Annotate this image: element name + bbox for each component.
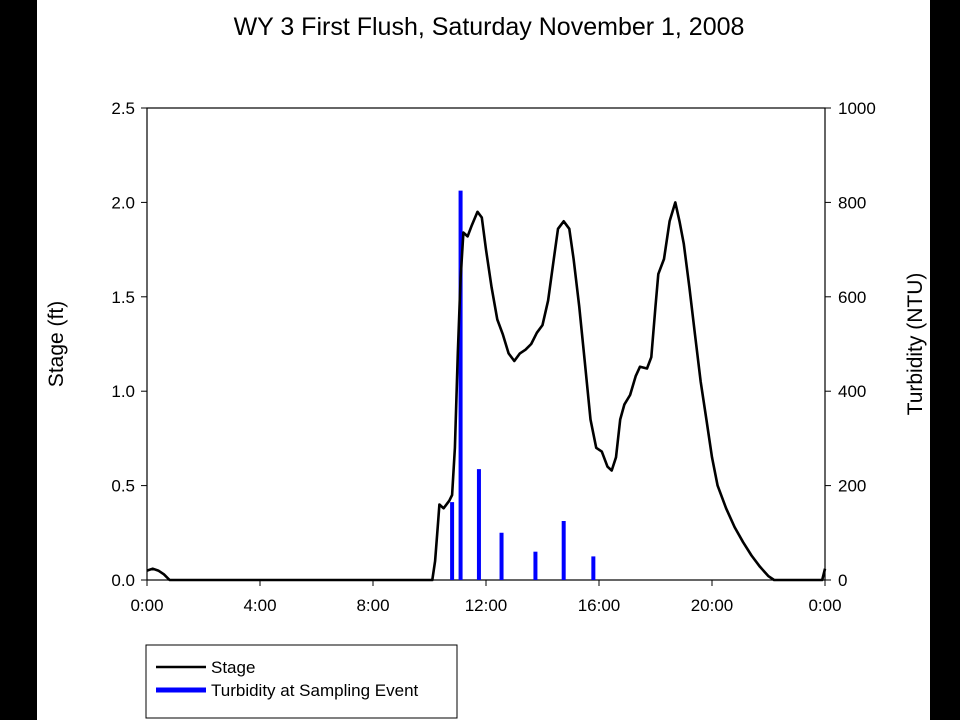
legend-label-stage: Stage [211, 658, 255, 677]
legend-label-turbidity: Turbidity at Sampling Event [211, 681, 419, 700]
chart-title: WY 3 First Flush, Saturday November 1, 2… [234, 13, 745, 41]
x-tick-label: 0:00 [130, 596, 163, 615]
y-left-tick-label: 1.5 [111, 288, 135, 307]
y-left-tick-label: 0.5 [111, 477, 135, 496]
x-tick-label: 8:00 [356, 596, 389, 615]
stage-series-line [146, 201, 827, 582]
y-right-tick-label: 200 [838, 477, 866, 496]
legend-box [145, 644, 458, 719]
y-axis-left: 0.0 0.5 1.0 1.5 2.0 2.5 [111, 99, 147, 590]
x-tick-label: 12:00 [465, 596, 508, 615]
y-axis-right-title: Turbidity (NTU) [904, 273, 927, 416]
turbidity-series [450, 190, 596, 580]
y-right-tick-label: 600 [838, 288, 866, 307]
x-tick-label: 4:00 [243, 596, 276, 615]
x-tick-label: 20:00 [691, 596, 734, 615]
y-right-tick-label: 800 [838, 193, 866, 212]
x-tick-label: 16:00 [578, 596, 621, 615]
y-right-tick-label: 0 [838, 571, 847, 590]
y-left-tick-label: 0.0 [111, 571, 135, 590]
chart-panel [37, 0, 930, 720]
y-left-tick-label: 2.0 [111, 193, 135, 212]
y-axis-left-title: Stage (ft) [45, 301, 68, 387]
y-right-tick-label: 400 [838, 382, 866, 401]
x-axis: 0:00 4:00 8:00 12:00 16:00 20:00 0:00 [130, 580, 842, 615]
y-left-tick-label: 1.0 [111, 382, 135, 401]
x-tick-label: 0:00 [808, 596, 841, 615]
y-axis-right: 0 200 400 600 800 1000 [825, 99, 876, 590]
y-right-tick-label: 1000 [838, 99, 876, 118]
plot-frame [146, 107, 826, 581]
y-left-tick-label: 2.5 [111, 99, 135, 118]
legend: Stage Turbidity at Sampling Event [145, 644, 458, 719]
